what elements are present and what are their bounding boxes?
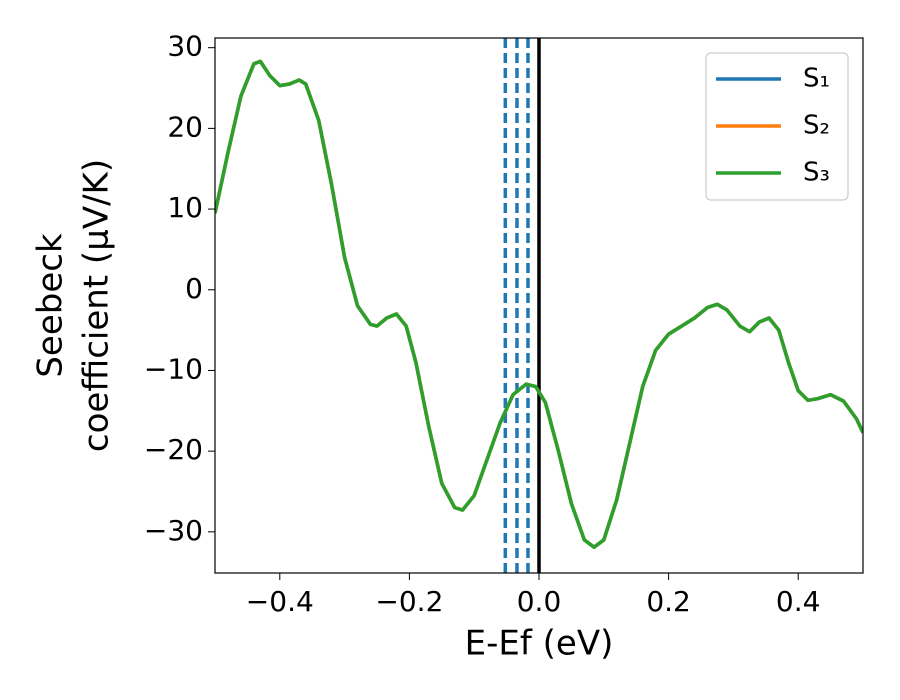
series-line <box>215 59 863 549</box>
x-tick-label: 0.4 <box>776 585 821 618</box>
x-tick-label: 0.0 <box>517 585 562 618</box>
x-tick-label: −0.2 <box>375 585 443 618</box>
y-tick-label: 0 <box>185 272 203 305</box>
x-tick-label: −0.4 <box>246 585 314 618</box>
y-tick-label: 20 <box>167 110 203 143</box>
x-tick-label: 0.2 <box>646 585 691 618</box>
plot-frame <box>214 37 864 574</box>
y-axis-label: Seebeck <box>31 233 71 378</box>
legend-label: S₃ <box>803 158 830 188</box>
y-tick-label: −20 <box>144 433 203 466</box>
y-tick-label: 30 <box>167 30 203 63</box>
legend-label: S₁ <box>803 64 830 94</box>
y-tick-label: 10 <box>167 191 203 224</box>
legend-label: S₂ <box>803 111 830 141</box>
x-axis-label: E-Ef (eV) <box>465 624 614 664</box>
y-axis-label: coefficient (μV/K) <box>77 159 117 452</box>
y-tick-label: −30 <box>144 514 203 547</box>
y-tick-label: −10 <box>144 352 203 385</box>
